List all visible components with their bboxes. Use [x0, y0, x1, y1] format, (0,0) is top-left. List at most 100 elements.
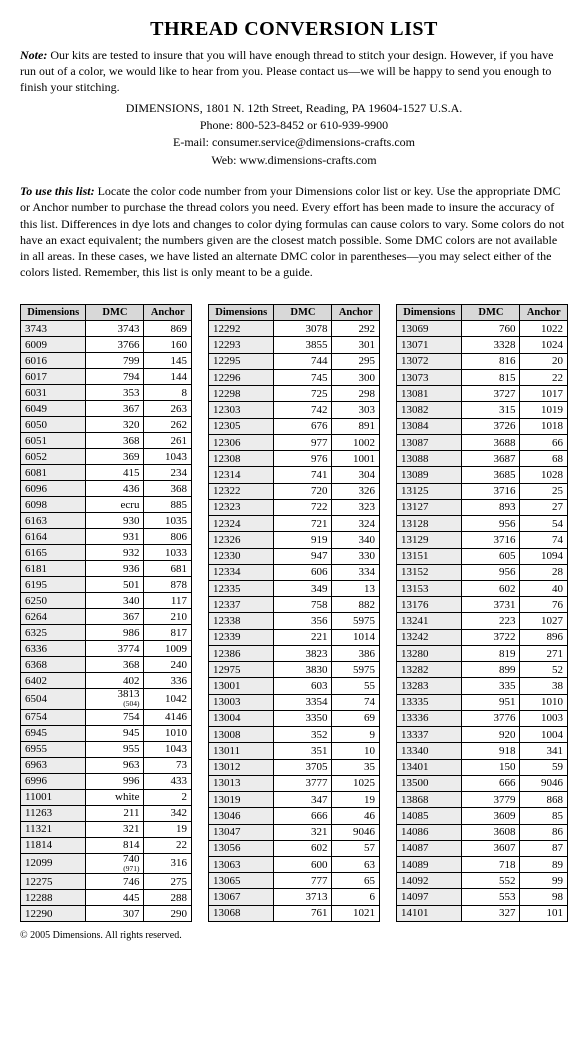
- table-cell: 3777: [274, 775, 332, 791]
- table-cell: 977: [274, 434, 332, 450]
- table-cell: 76: [520, 597, 568, 613]
- table-cell: 99: [520, 873, 568, 889]
- table-cell: 602: [462, 581, 520, 597]
- table-row: 1307133281024: [397, 337, 568, 353]
- table-row: 1408971889: [397, 856, 568, 872]
- table-cell: 301: [332, 337, 380, 353]
- table-cell: 501: [86, 577, 144, 593]
- table-row: 131516051094: [397, 548, 568, 564]
- table-row: 6164931806: [21, 529, 192, 545]
- table-row: 6402402336: [21, 673, 192, 689]
- table-row: 6264367210: [21, 609, 192, 625]
- table-row: 13087368866: [397, 434, 568, 450]
- table-cell: 882: [332, 597, 380, 613]
- column-header: Anchor: [520, 305, 568, 321]
- table-row: 13004335069: [209, 710, 380, 726]
- table-cell: 819: [462, 645, 520, 661]
- table-row: 132423722896: [397, 629, 568, 645]
- table-cell: 806: [144, 529, 192, 545]
- table-cell: 13001: [209, 678, 274, 694]
- table-row: 1409755398: [397, 889, 568, 905]
- table-cell: 12298: [209, 386, 274, 402]
- table-row: 6996996433: [21, 773, 192, 789]
- column-header: DMC: [462, 305, 520, 321]
- table-cell: 885: [144, 497, 192, 513]
- table-cell: 746: [86, 874, 144, 890]
- table-cell: 347: [274, 792, 332, 808]
- table-cell: 3774: [86, 641, 144, 657]
- table-cell: 10: [332, 743, 380, 759]
- table-cell: 869: [144, 321, 192, 337]
- table-row: 6098ecru885: [21, 497, 192, 513]
- table-cell: 57: [332, 840, 380, 856]
- table-cell: 3354: [274, 694, 332, 710]
- table-row: 14087360787: [397, 840, 568, 856]
- table-row: 130823151019: [397, 402, 568, 418]
- table-row: 122933855301: [209, 337, 380, 353]
- table-cell: 1043: [144, 449, 192, 465]
- table-row: 122923078292: [209, 321, 380, 337]
- table-cell: 12338: [209, 613, 274, 629]
- table-cell: 298: [332, 386, 380, 402]
- table-row: 12275746275: [21, 874, 192, 890]
- note-block: Note: Our kits are tested to insure that…: [20, 47, 568, 96]
- table-cell: 13401: [397, 759, 462, 775]
- table-cell: 6402: [21, 673, 86, 689]
- table-cell: 11263: [21, 805, 86, 821]
- table-cell: 893: [462, 499, 520, 515]
- table-cell: 323: [332, 499, 380, 515]
- table-cell: 101: [520, 905, 568, 921]
- table-cell: 211: [86, 805, 144, 821]
- table-cell: 368: [86, 433, 144, 449]
- table-row: 11263211342: [21, 805, 192, 821]
- table-cell: 12386: [209, 645, 274, 661]
- table-cell: 11814: [21, 837, 86, 853]
- table-cell: 13868: [397, 792, 462, 808]
- table-cell: 12288: [21, 890, 86, 906]
- table-cell: 1025: [332, 775, 380, 791]
- table-cell: 12314: [209, 467, 274, 483]
- table-cell: 9046: [332, 824, 380, 840]
- table-cell: 63: [332, 856, 380, 872]
- table-row: 12337758882: [209, 597, 380, 613]
- table-cell: 1017: [520, 386, 568, 402]
- table-cell: 160: [144, 337, 192, 353]
- table-cell: 3716: [462, 532, 520, 548]
- table-cell: 13008: [209, 727, 274, 743]
- table-cell: 290: [144, 906, 192, 922]
- table-cell: 6098: [21, 497, 86, 513]
- table-cell: 5975: [332, 662, 380, 678]
- table-cell: 210: [144, 609, 192, 625]
- table-cell: 6009: [21, 337, 86, 353]
- table-cell: 868: [520, 792, 568, 808]
- table-cell: 945: [86, 725, 144, 741]
- table-cell: 1004: [520, 727, 568, 743]
- table-cell: 3743: [21, 321, 86, 337]
- table-row: 13340918341: [397, 743, 568, 759]
- table-cell: 66: [520, 434, 568, 450]
- table-row: 60093766160: [21, 337, 192, 353]
- contact-address: DIMENSIONS, 1801 N. 12th Street, Reading…: [20, 100, 568, 117]
- table-cell: 6955: [21, 741, 86, 757]
- table-cell: 320: [86, 417, 144, 433]
- table-cell: 996: [86, 773, 144, 789]
- table-row: 14086360886: [397, 824, 568, 840]
- table-cell: 3722: [462, 629, 520, 645]
- table-cell: 13004: [209, 710, 274, 726]
- table-cell: 22: [144, 837, 192, 853]
- table-cell: 13072: [397, 353, 462, 369]
- table-cell: 13068: [209, 905, 274, 921]
- table-cell: 6051: [21, 433, 86, 449]
- table-cell: 13013: [209, 775, 274, 791]
- footer-copyright: © 2005 Dimensions. All rights reserved.: [20, 930, 568, 941]
- table-cell: 87: [520, 840, 568, 856]
- table-cell: 349: [274, 581, 332, 597]
- table-cell: 6181: [21, 561, 86, 577]
- table-cell: 38: [520, 678, 568, 694]
- table-cell: 6325: [21, 625, 86, 641]
- table-cell: 20: [520, 353, 568, 369]
- conversion-table-2: DimensionsDMCAnchor122923078292122933855…: [208, 304, 380, 922]
- table-cell: 1003: [520, 710, 568, 726]
- table-cell: 402: [86, 673, 144, 689]
- table-cell: 6504: [21, 689, 86, 709]
